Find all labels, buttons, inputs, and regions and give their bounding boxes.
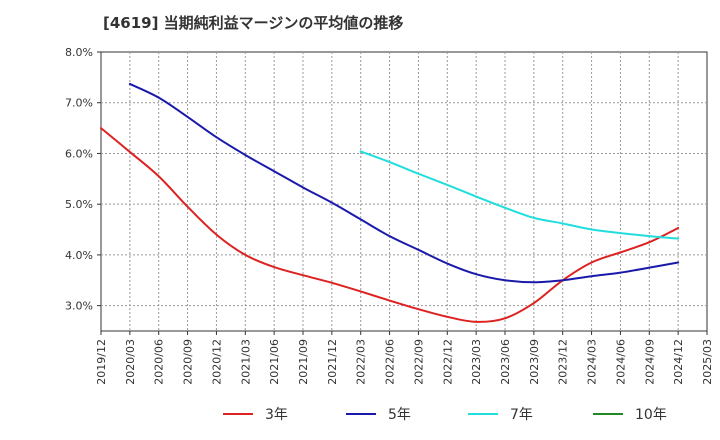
legend-label-3: 10年 (635, 407, 667, 423)
x-tick-label: 2021/03 (239, 339, 252, 385)
legend-label-1: 5年 (388, 407, 411, 423)
x-tick-label: 2021/09 (297, 339, 310, 385)
y-tick-label: 4.0% (65, 249, 93, 262)
series-line-1 (128, 82, 680, 284)
legend-label-0: 3年 (265, 407, 288, 423)
x-tick-label: 2021/12 (326, 339, 339, 385)
series-line-0 (100, 127, 680, 323)
y-tick-label: 8.0% (65, 46, 93, 59)
x-tick-label: 2023/12 (557, 339, 570, 385)
x-tick-label: 2023/06 (499, 339, 512, 385)
x-tick-label: 2024/06 (614, 339, 627, 385)
x-tick-label: 2019/12 (95, 339, 108, 385)
x-tick-label: 2022/06 (384, 339, 397, 385)
x-tick-label: 2024/09 (643, 339, 656, 385)
x-tick-label: 2020/12 (210, 339, 223, 385)
y-tick-label: 7.0% (65, 97, 93, 110)
x-tick-label: 2022/09 (412, 339, 425, 385)
x-tick-label: 2023/09 (528, 339, 541, 385)
x-tick-label: 2020/09 (182, 339, 195, 385)
chart-title: [4619] 当期純利益マージンの平均値の推移 (103, 14, 404, 32)
series-line-2 (359, 150, 680, 240)
y-tick-label: 6.0% (65, 147, 93, 160)
x-tick-label: 2022/12 (441, 339, 454, 385)
x-tick-label: 2024/03 (586, 339, 599, 385)
legend-label-2: 7年 (510, 407, 533, 423)
x-tick-label: 2024/12 (672, 339, 685, 385)
x-tick-label: 2025/03 (701, 339, 714, 385)
y-tick-label: 5.0% (65, 198, 93, 211)
y-tick-label: 3.0% (65, 300, 93, 313)
x-tick-label: 2021/06 (268, 339, 281, 385)
x-tick-label: 2023/03 (470, 339, 483, 385)
x-tick-label: 2022/03 (355, 339, 368, 385)
x-tick-label: 2020/03 (124, 339, 137, 385)
x-tick-label: 2020/06 (153, 339, 166, 385)
plot-area (100, 51, 708, 332)
